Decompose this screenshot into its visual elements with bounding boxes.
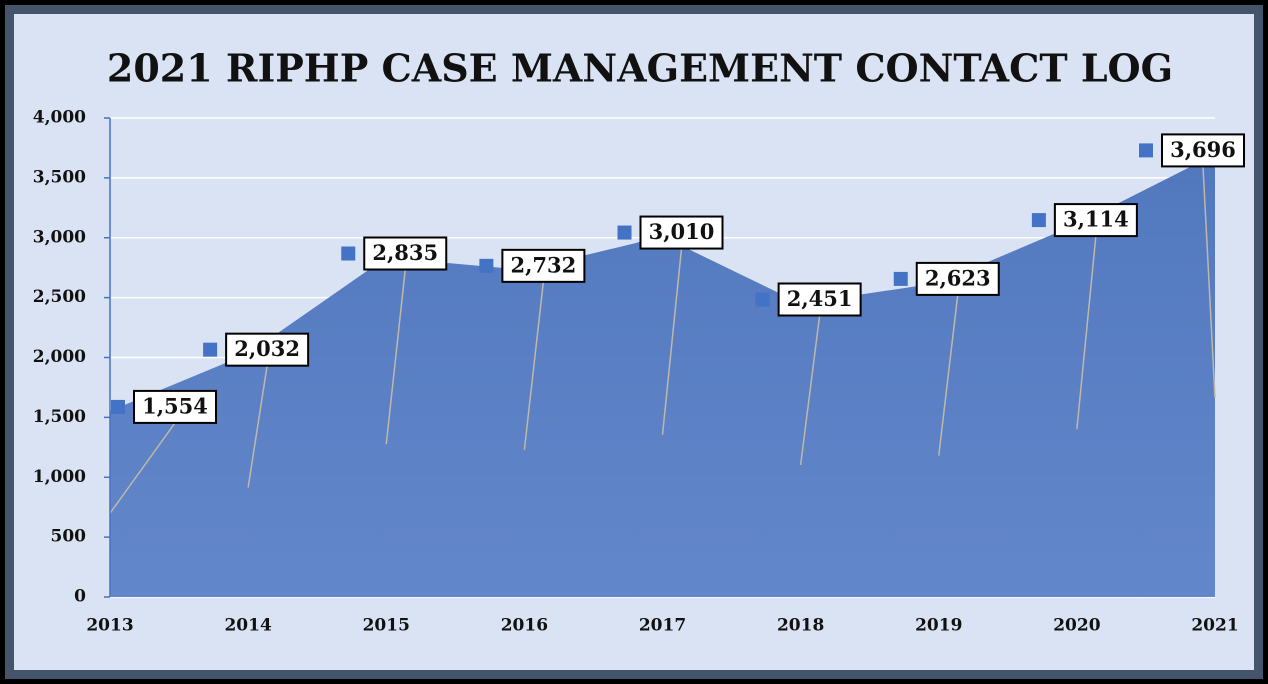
marker <box>755 292 770 307</box>
leader-line <box>661 248 683 435</box>
data-label: 3,114 <box>1063 207 1129 232</box>
y-tick-label: 4,000 <box>33 108 86 128</box>
data-label: 2,835 <box>372 240 438 265</box>
leader-line <box>247 365 268 488</box>
marker <box>479 258 494 273</box>
x-tick-label: 2018 <box>777 616 824 636</box>
marker <box>341 246 356 261</box>
x-tick-label: 2017 <box>639 616 686 636</box>
x-tick-label: 2013 <box>86 616 133 636</box>
data-label: 1,554 <box>142 393 208 418</box>
label-box <box>225 332 310 367</box>
marker <box>111 399 125 414</box>
label-box <box>777 282 862 317</box>
y-tick-label: 3,500 <box>33 167 86 187</box>
y-tick-label: 3,000 <box>33 227 86 247</box>
y-tick-label: 0 <box>74 587 86 607</box>
leader-line <box>385 269 406 445</box>
label-box <box>915 261 1000 296</box>
y-tick-label: 2,500 <box>33 287 86 307</box>
x-tick-label: 2015 <box>363 616 410 636</box>
marker <box>1139 143 1153 158</box>
label-box <box>501 248 586 283</box>
label-box <box>1161 133 1245 168</box>
label-box <box>1053 203 1138 238</box>
y-tick-label: 1,000 <box>33 467 86 487</box>
y-tick-label: 2,000 <box>33 347 86 367</box>
data-label: 3,010 <box>649 219 715 244</box>
x-tick-label: 2016 <box>501 616 548 636</box>
y-tick-label: 1,500 <box>33 407 86 427</box>
data-label: 2,032 <box>234 336 300 361</box>
marker <box>203 342 218 357</box>
leader-line <box>523 281 545 450</box>
label-box <box>133 389 217 424</box>
x-tick-label: 2021 <box>1191 616 1238 636</box>
marker <box>1031 213 1046 228</box>
data-label: 2,732 <box>510 252 576 277</box>
data-label: 2,451 <box>787 286 853 311</box>
chart-title: 2021 RIPHP CASE MANAGEMENT CONTACT LOG <box>107 46 1173 91</box>
data-label: 3,696 <box>1170 137 1236 162</box>
data-label: 2,623 <box>925 265 991 290</box>
x-tick-label: 2014 <box>224 616 271 636</box>
y-tick-label: 500 <box>51 527 87 547</box>
leader-line <box>1076 236 1097 430</box>
leader-line <box>1202 166 1216 398</box>
marker <box>893 271 908 286</box>
label-box <box>639 215 724 250</box>
x-tick-label: 2019 <box>915 616 962 636</box>
leader-line <box>938 294 959 456</box>
label-box <box>363 236 448 271</box>
x-tick-label: 2020 <box>1053 616 1100 636</box>
leader-line <box>799 315 821 466</box>
leader-line <box>109 422 176 514</box>
marker <box>617 225 632 240</box>
